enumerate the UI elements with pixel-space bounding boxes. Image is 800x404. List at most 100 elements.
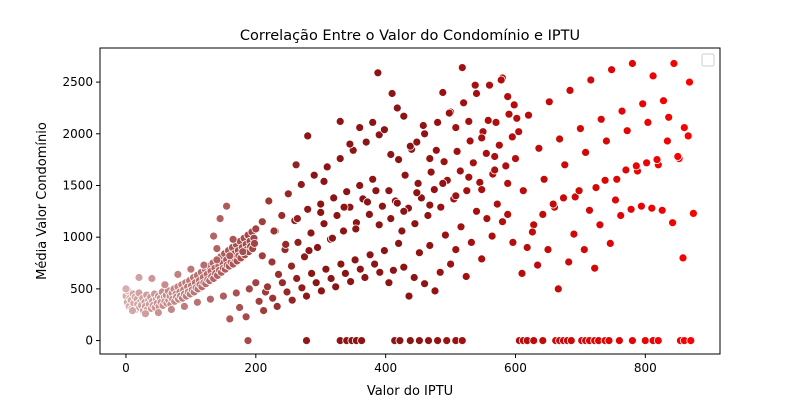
data-point — [464, 172, 474, 182]
data-point — [355, 181, 365, 190]
data-point — [663, 136, 672, 146]
data-point — [490, 165, 500, 175]
data-point — [241, 312, 251, 322]
y-axis-ticks: 0 500 1000 1500 2000 2500 — [62, 75, 100, 348]
data-point — [257, 217, 267, 227]
data-point — [282, 287, 292, 297]
data-point — [179, 301, 189, 311]
data-point — [293, 237, 303, 247]
data-point — [128, 306, 137, 316]
data-point — [560, 160, 570, 170]
data-point — [570, 192, 580, 202]
data-point — [648, 71, 658, 81]
data-point — [394, 155, 404, 165]
data-point — [291, 160, 301, 170]
data-point — [555, 134, 564, 144]
data-point — [462, 186, 472, 196]
data-point — [405, 336, 415, 346]
data-point — [464, 117, 474, 126]
data-point — [316, 286, 326, 296]
data-point — [600, 175, 610, 185]
data-point — [438, 88, 448, 97]
data-point — [615, 336, 624, 346]
data-point — [501, 161, 511, 171]
x-tick-label: 200 — [244, 361, 267, 375]
data-point — [277, 211, 287, 220]
data-point — [423, 211, 433, 220]
data-point — [425, 154, 435, 164]
data-point — [166, 305, 176, 314]
data-point — [643, 118, 653, 127]
data-point — [306, 228, 316, 238]
data-point — [319, 176, 329, 186]
data-point — [400, 170, 410, 180]
data-point — [351, 224, 361, 234]
data-point — [517, 268, 527, 278]
data-point — [339, 202, 349, 212]
data-point — [569, 229, 579, 239]
data-point — [355, 123, 365, 132]
data-point — [335, 117, 345, 126]
data-point — [160, 280, 170, 290]
data-point — [576, 124, 585, 134]
data-point — [548, 199, 558, 209]
data-point — [446, 259, 456, 269]
y-tick-label: 2500 — [62, 75, 93, 89]
data-point — [231, 288, 241, 298]
data-point — [377, 201, 387, 211]
data-point — [300, 252, 309, 262]
data-point — [388, 265, 398, 275]
data-point — [538, 336, 548, 346]
data-point — [503, 178, 513, 188]
x-tick-label: 600 — [504, 361, 527, 375]
data-point — [363, 197, 372, 207]
data-point — [121, 284, 131, 294]
data-point — [205, 294, 215, 304]
data-point — [225, 251, 235, 261]
data-point — [602, 136, 611, 146]
data-point — [565, 86, 575, 95]
data-point — [405, 141, 415, 151]
y-tick-label: 2000 — [62, 127, 93, 141]
data-point — [559, 193, 568, 203]
data-point — [395, 336, 405, 346]
data-point — [607, 65, 616, 75]
data-point — [529, 336, 539, 346]
data-point — [340, 268, 350, 278]
data-point — [251, 278, 261, 288]
data-point — [440, 230, 450, 240]
data-point — [379, 125, 389, 135]
data-point — [173, 269, 183, 279]
y-tick-label: 500 — [70, 282, 93, 296]
data-point — [604, 336, 614, 346]
data-point — [485, 80, 494, 90]
data-point — [259, 306, 269, 316]
data-point — [218, 291, 228, 301]
data-point — [209, 231, 219, 241]
data-point — [336, 259, 346, 269]
data-point — [420, 279, 430, 289]
data-point — [360, 273, 370, 282]
data-point — [581, 147, 590, 157]
data-point — [272, 301, 282, 311]
data-point — [472, 89, 481, 98]
data-point — [628, 336, 637, 346]
data-point — [263, 282, 272, 292]
data-point — [442, 336, 452, 346]
data-point — [664, 112, 674, 122]
data-point — [292, 274, 302, 283]
data-point — [678, 253, 688, 263]
x-tick-label: 800 — [634, 361, 657, 375]
data-point — [512, 113, 522, 123]
data-point — [368, 174, 378, 184]
data-point — [392, 103, 402, 113]
data-point — [435, 267, 445, 277]
data-point — [429, 185, 439, 195]
data-point — [533, 260, 542, 270]
data-point — [327, 233, 337, 243]
data-point — [679, 123, 689, 132]
data-point — [514, 127, 524, 137]
y-tick-label: 0 — [85, 334, 93, 348]
data-point — [244, 284, 254, 294]
data-point — [638, 99, 648, 109]
